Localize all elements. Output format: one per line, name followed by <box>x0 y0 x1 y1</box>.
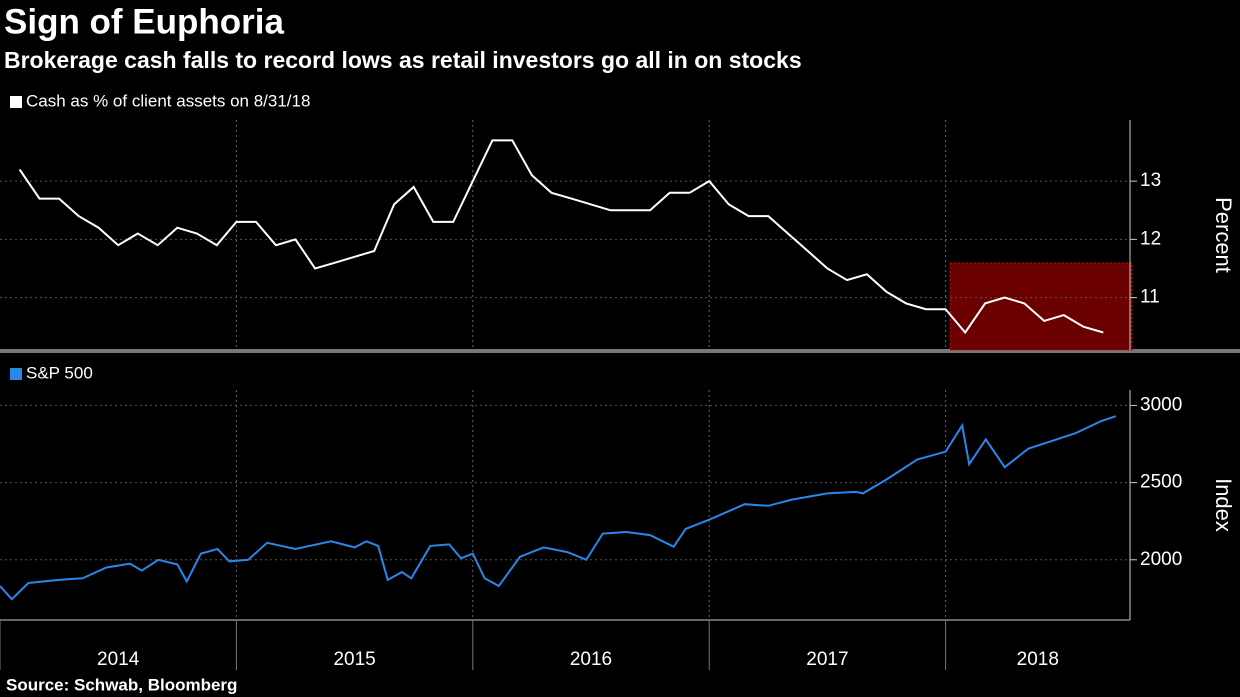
y-tick-label: 2000 <box>1140 549 1182 570</box>
y-tick-label: 3000 <box>1140 394 1182 415</box>
panel-divider <box>0 349 1240 353</box>
y-tick-label: 12 <box>1140 228 1161 249</box>
legend-swatch <box>10 368 22 380</box>
legend-label: Cash as % of client assets on 8/31/18 <box>26 91 310 110</box>
line <box>0 415 1117 601</box>
highlight-box <box>949 262 1133 351</box>
y-tick-label: 13 <box>1140 170 1161 191</box>
chart-subtitle: Brokerage cash falls to record lows as r… <box>4 47 802 73</box>
legend-label: S&P 500 <box>26 363 93 382</box>
chart-title: Sign of Euphoria <box>4 2 285 41</box>
x-tick-label: 2016 <box>570 649 612 670</box>
y-tick-label: 11 <box>1140 287 1160 308</box>
x-tick-label: 2015 <box>333 649 375 670</box>
line <box>18 139 1104 335</box>
y-tick-label: 2500 <box>1140 472 1182 493</box>
y-axis-label: Index <box>1211 478 1236 532</box>
x-tick-label: 2018 <box>1017 649 1059 670</box>
x-tick-label: 2014 <box>97 649 140 670</box>
source: Source: Schwab, Bloomberg <box>6 675 237 694</box>
x-tick-label: 2017 <box>806 649 848 670</box>
legend-swatch <box>10 96 22 108</box>
y-axis-label: Percent <box>1211 197 1236 273</box>
